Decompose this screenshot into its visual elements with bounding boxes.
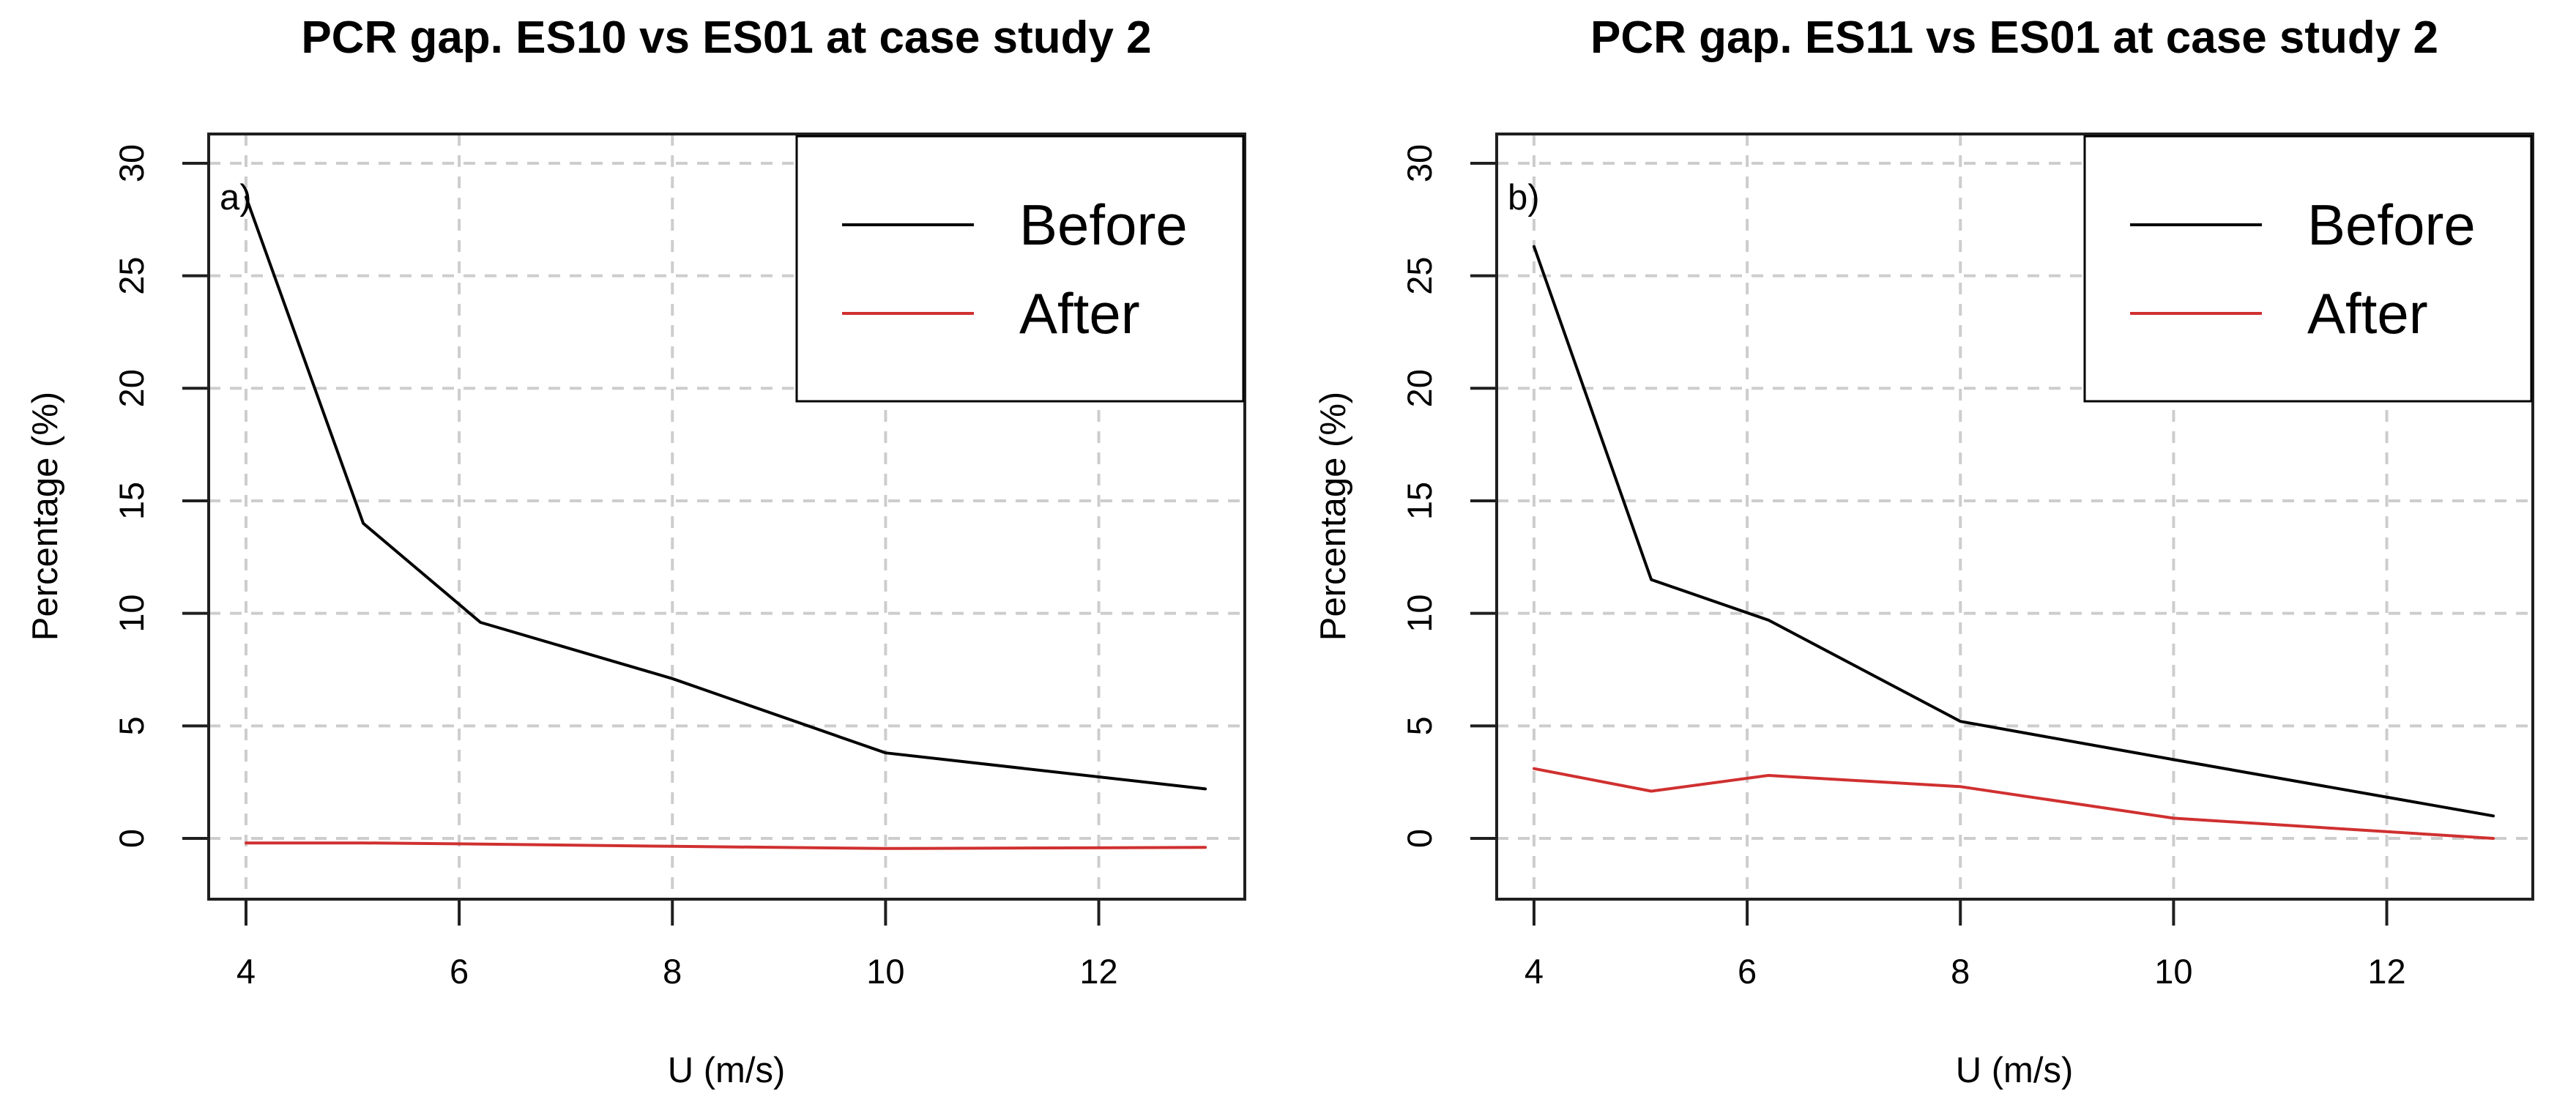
series-line-before	[1533, 245, 2495, 818]
x-axis-label: U (m/s)	[668, 1051, 786, 1090]
y-tick-label: 20	[1400, 369, 1439, 407]
y-tick-label: 10	[112, 595, 151, 633]
series-line-after	[1533, 767, 2495, 840]
panel-a: 4 6 8 10 12 0 5 10 15 20 25 30 Before After PCR gap. …	[26, 12, 1246, 1090]
panel-title: PCR gap. ES10 vs ES01 at case study 2	[301, 12, 1151, 63]
x-tick-label: 4	[1525, 952, 1544, 991]
panel-b: 4 6 8 10 12 0 5 10 15 20 25 30 Before After PCR gap. …	[1314, 12, 2534, 1090]
x-tick-label: 8	[1951, 952, 1970, 991]
x-tick-label: 6	[450, 952, 469, 991]
panel-title: PCR gap. ES11 vs ES01 at case study 2	[1590, 12, 2438, 63]
plot-box	[1495, 133, 2534, 901]
y-tick-label: 0	[112, 829, 151, 848]
legend-box	[2083, 135, 2533, 403]
y-tick-label: 5	[1400, 716, 1439, 735]
y-tick-label: 0	[1400, 829, 1439, 848]
y-tick-label: 5	[112, 716, 151, 735]
panel-a-generated: 4 6 8 10 12 0 5 10 15 20 25 30 Before After	[112, 133, 1246, 991]
y-tick-label: 25	[112, 256, 151, 294]
legend-label: After	[2307, 281, 2428, 346]
x-tick-label: 12	[2367, 952, 2405, 991]
plot-box	[207, 133, 1246, 901]
series-line-after	[245, 841, 1207, 850]
legend-label: After	[1019, 281, 1140, 346]
x-tick-label: 10	[2154, 952, 2192, 991]
y-tick-label: 15	[1400, 482, 1439, 520]
y-axis-label: Percentage (%)	[1314, 392, 1353, 641]
panel-letter: a)	[220, 178, 252, 217]
panel-letter: b)	[1508, 178, 1540, 217]
y-tick-label: 30	[112, 144, 151, 182]
y-tick-label: 30	[1400, 144, 1439, 182]
panel-b-generated: 4 6 8 10 12 0 5 10 15 20 25 30 Before After	[1400, 133, 2534, 991]
series-line-before	[245, 196, 1207, 791]
legend-box	[795, 135, 1245, 403]
x-tick-label: 8	[663, 952, 682, 991]
x-axis-label: U (m/s)	[1956, 1051, 2074, 1090]
legend-label: Before	[1019, 193, 1188, 257]
y-tick-label: 10	[1400, 595, 1439, 633]
y-axis-label: Percentage (%)	[26, 392, 65, 641]
y-tick-label: 20	[112, 369, 151, 407]
x-tick-label: 4	[237, 952, 256, 991]
x-tick-label: 12	[1079, 952, 1117, 991]
y-tick-label: 15	[112, 482, 151, 520]
x-tick-label: 6	[1738, 952, 1757, 991]
legend-label: Before	[2307, 193, 2476, 257]
x-tick-label: 10	[866, 952, 904, 991]
y-tick-label: 25	[1400, 256, 1439, 294]
